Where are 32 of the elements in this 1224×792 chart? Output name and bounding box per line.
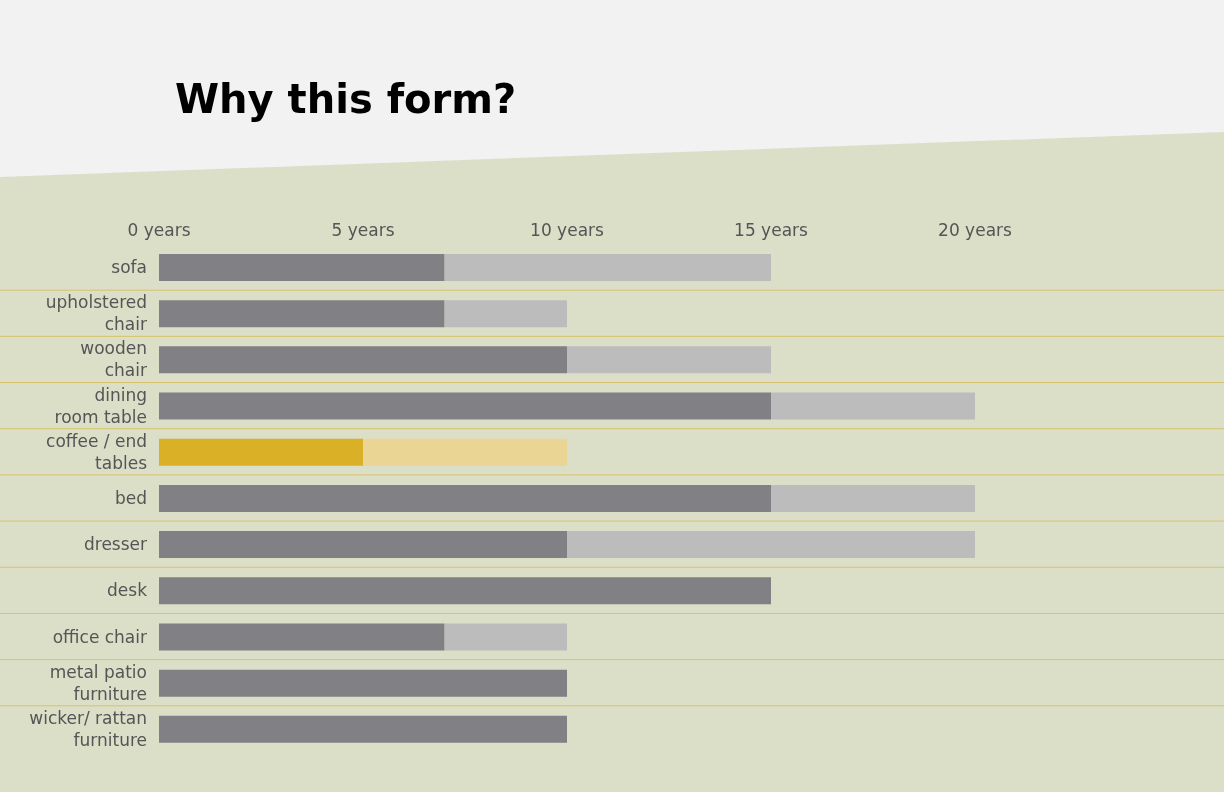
- bar: [771, 392, 975, 420]
- bar: [444, 254, 771, 281]
- bar: [159, 623, 445, 651]
- x-tick-label: 20 years: [938, 220, 1013, 240]
- bar: [159, 346, 567, 374]
- bar: [567, 531, 975, 559]
- chart-title: Why this form?: [175, 76, 517, 122]
- x-tick-label: 15 years: [734, 220, 809, 240]
- y-tick-label: sofa: [111, 257, 147, 278]
- bar: [567, 346, 771, 374]
- bar: [159, 669, 567, 697]
- x-tick-label: 0 years: [127, 220, 191, 240]
- bar: [444, 300, 567, 328]
- bar: [159, 300, 445, 328]
- x-tick-label: 10 years: [530, 220, 605, 240]
- bar: [159, 484, 771, 512]
- y-tick-label: coffee / end tables: [46, 430, 148, 473]
- bar: [159, 715, 567, 743]
- x-tick-label: 5 years: [331, 220, 395, 240]
- bar: [159, 392, 771, 420]
- bar: [159, 577, 771, 605]
- bar: [363, 438, 567, 466]
- bar: [771, 484, 975, 512]
- y-tick-label: wicker/ rattan furniture: [29, 707, 147, 750]
- bar: [159, 438, 363, 466]
- y-tick-label: dresser: [83, 534, 148, 555]
- y-tick-label: office chair: [52, 626, 148, 647]
- y-tick-label: bed: [114, 488, 147, 508]
- bar: [444, 623, 567, 651]
- bar: [159, 254, 445, 281]
- bar: [159, 531, 567, 559]
- y-tick-label: desk: [107, 580, 148, 601]
